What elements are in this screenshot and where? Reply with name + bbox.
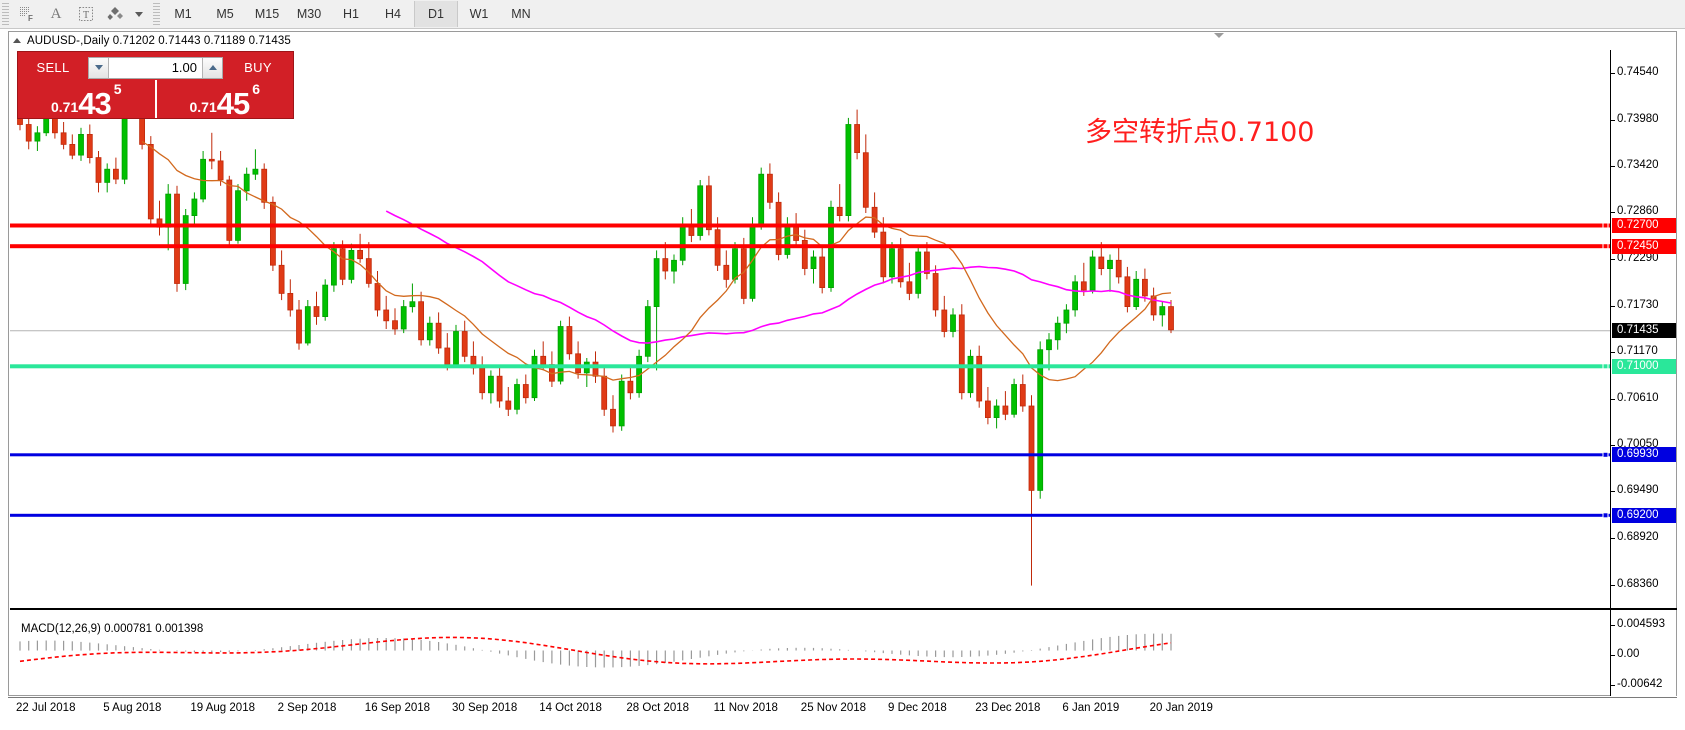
chevron-down-icon[interactable] bbox=[131, 2, 147, 26]
date-axis-label: 9 Dec 2018 bbox=[888, 702, 947, 714]
timeframe-m15[interactable]: M15 bbox=[254, 7, 280, 21]
date-axis-label: 23 Dec 2018 bbox=[975, 702, 1041, 714]
main-toolbar: F A T M1 M5 M15 M30 H1 H4 D1 W1 MN bbox=[0, 0, 1685, 29]
date-axis-label: 30 Sep 2018 bbox=[452, 702, 518, 714]
price-plot-area[interactable] bbox=[10, 50, 1610, 608]
ask-price-prefix: 0.71 bbox=[189, 99, 217, 115]
chart-window: AUDUSD-,Daily 0.71202 0.71443 0.71189 0.… bbox=[8, 31, 1677, 696]
date-axis-label: 22 Jul 2018 bbox=[16, 702, 76, 714]
shapes-icon[interactable] bbox=[101, 2, 131, 26]
timeframe-m30[interactable]: M30 bbox=[296, 7, 322, 21]
date-axis-label: 5 Aug 2018 bbox=[103, 702, 162, 714]
price-axis-tick: 0.72860 bbox=[1611, 205, 1659, 217]
text-label-t-icon[interactable]: T bbox=[71, 2, 101, 26]
macd-canvas bbox=[19, 633, 1172, 668]
timeframe-toolbar-drag-handle[interactable] bbox=[153, 3, 160, 25]
volume-increase-button[interactable] bbox=[202, 57, 222, 78]
price-axis-current-price[interactable]: 0.71435 bbox=[1612, 322, 1676, 338]
buy-button[interactable]: BUY bbox=[244, 60, 272, 75]
date-axis-label: 16 Sep 2018 bbox=[364, 702, 431, 714]
price-axis-tick: 0.70050 bbox=[1611, 438, 1659, 450]
date-axis-label: 19 Aug 2018 bbox=[190, 702, 255, 714]
quote-text: AUDUSD-,Daily 0.71202 0.71443 0.71189 0.… bbox=[27, 34, 291, 47]
date-axis[interactable]: 22 Jul 2018 5 Aug 2018 19 Aug 2018 2 Sep 20… bbox=[8, 697, 1677, 722]
price-axis-resistance-level-1[interactable]: 0.72700 bbox=[1612, 218, 1676, 233]
macd-axis: 0.004593 0.00 -0.00642 bbox=[1610, 610, 1676, 696]
timeframe-d1[interactable]: D1 bbox=[414, 1, 458, 27]
svg-text:F: F bbox=[28, 14, 33, 23]
price-axis-resistance-level-2[interactable]: 0.72450 bbox=[1612, 238, 1676, 254]
price-axis-tick: 0.70610 bbox=[1611, 392, 1659, 404]
arrow-down-icon bbox=[94, 65, 103, 70]
trade-panel-controls: SELL 1.00 BUY bbox=[18, 52, 293, 80]
toolbar-drag-handle[interactable] bbox=[2, 3, 9, 25]
price-axis-tick: 0.73980 bbox=[1611, 113, 1659, 125]
date-axis-label: 14 Oct 2018 bbox=[539, 702, 602, 714]
arrow-up-icon bbox=[208, 65, 217, 70]
bid-price-main: 43 bbox=[78, 85, 111, 121]
indicators-f-icon[interactable]: F bbox=[11, 2, 41, 26]
macd-label: MACD(12,26,9) 0.000781 0.001398 bbox=[21, 623, 204, 635]
one-click-trading-panel[interactable]: SELL 1.00 BUY 0.71 43 5 0.71 45 6 bbox=[17, 51, 294, 119]
timeframe-m5[interactable]: M5 bbox=[216, 7, 234, 21]
date-axis-label: 2 Sep 2018 bbox=[277, 702, 337, 714]
date-axis-label: 6 Jan 2019 bbox=[1062, 702, 1120, 714]
macd-axis-tick: -0.00642 bbox=[1611, 678, 1662, 690]
volume-stepper[interactable]: 1.00 bbox=[88, 56, 223, 79]
date-axis-label: 28 Oct 2018 bbox=[626, 702, 690, 714]
volume-decrease-button[interactable] bbox=[89, 57, 109, 78]
price-axis-support-level-2[interactable]: 0.69200 bbox=[1612, 507, 1676, 523]
ask-price[interactable]: 0.71 45 6 bbox=[154, 80, 294, 121]
chart-annotation-text[interactable]: 多空转折点0.7100 bbox=[1085, 117, 1315, 148]
macd-axis-tick: 0.00 bbox=[1611, 648, 1639, 660]
timeframe-h1[interactable]: H1 bbox=[343, 7, 359, 21]
price-axis-tick: 0.72290 bbox=[1611, 252, 1659, 264]
indicator-separator bbox=[10, 608, 1677, 610]
chart-quote-bar: AUDUSD-,Daily 0.71202 0.71443 0.71189 0.… bbox=[9, 32, 1676, 49]
timeframe-m1[interactable]: M1 bbox=[174, 7, 192, 21]
ask-price-point: 6 bbox=[252, 81, 261, 97]
volume-input[interactable]: 1.00 bbox=[109, 57, 202, 78]
candlestick-canvas bbox=[10, 74, 1610, 586]
price-axis-tick: 0.71170 bbox=[1611, 345, 1658, 357]
price-axis-pivot-level[interactable]: 0.71000 bbox=[1612, 358, 1676, 374]
svg-text:T: T bbox=[83, 10, 89, 21]
timeframe-w1[interactable]: W1 bbox=[469, 7, 489, 21]
bid-price-point: 5 bbox=[113, 81, 122, 97]
text-a-icon[interactable]: A bbox=[50, 5, 62, 22]
price-axis-support-level-1[interactable]: 0.69930 bbox=[1612, 447, 1676, 463]
ask-price-main: 45 bbox=[216, 85, 250, 121]
collapse-triangle-icon[interactable] bbox=[13, 38, 21, 43]
price-axis-tick: 0.73420 bbox=[1611, 159, 1659, 171]
price-axis-tick: 0.68360 bbox=[1611, 578, 1659, 590]
date-axis-label: 20 Jan 2019 bbox=[1149, 702, 1213, 714]
timeframe-h4[interactable]: H4 bbox=[385, 7, 401, 21]
price-axis-tick: 0.68920 bbox=[1611, 531, 1659, 543]
price-axis[interactable]: 0.74540 0.73980 0.73420 0.72860 0.72290 0.717… bbox=[1610, 50, 1676, 608]
macd-axis-tick: 0.004593 bbox=[1611, 618, 1665, 630]
timeframe-mn[interactable]: MN bbox=[511, 7, 531, 21]
chart-dropdown-arrow-icon[interactable] bbox=[1214, 33, 1224, 38]
macd-plot-area[interactable] bbox=[10, 618, 1610, 696]
date-axis-label: 25 Nov 2018 bbox=[800, 702, 867, 714]
sell-button[interactable]: SELL bbox=[36, 60, 70, 75]
price-axis-tick: 0.71730 bbox=[1611, 299, 1659, 311]
bid-price[interactable]: 0.71 43 5 bbox=[18, 80, 155, 121]
date-axis-label: 11 Nov 2018 bbox=[713, 702, 778, 714]
price-axis-tick: 0.74540 bbox=[1611, 66, 1659, 78]
trade-panel-prices: 0.71 43 5 0.71 45 6 bbox=[18, 80, 294, 121]
price-axis-tick: 0.69490 bbox=[1611, 484, 1659, 496]
bid-price-prefix: 0.71 bbox=[50, 99, 79, 115]
